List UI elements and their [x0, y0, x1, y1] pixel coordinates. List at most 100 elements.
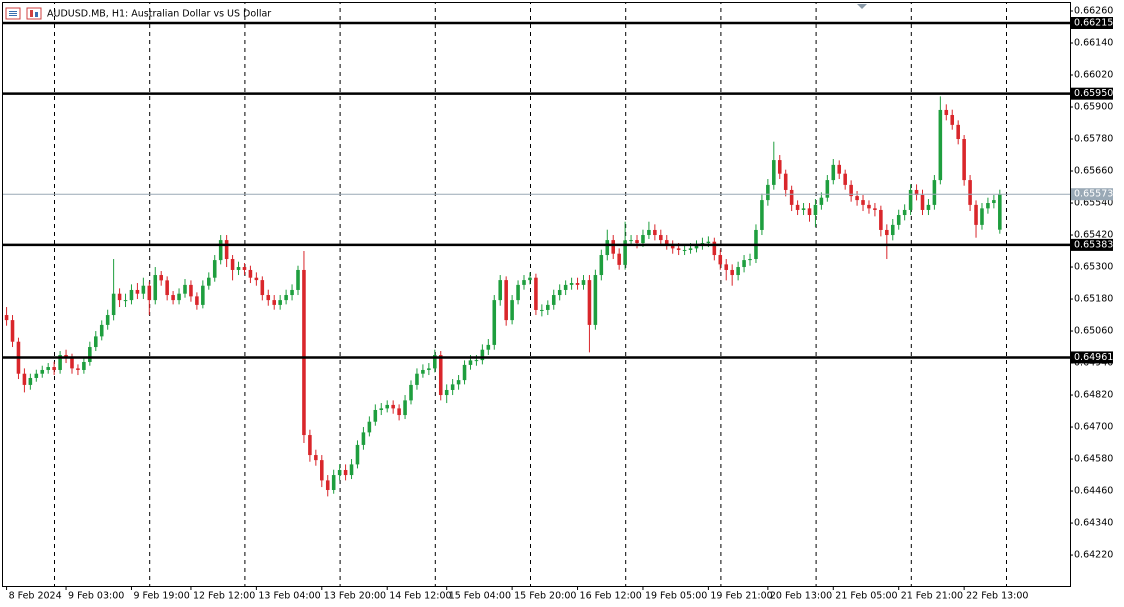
- candle-body: [111, 293, 116, 316]
- candle-body: [349, 464, 354, 476]
- candle-body: [325, 480, 330, 490]
- candle-body: [932, 180, 937, 205]
- y-tick-label: 0.65300: [1074, 262, 1113, 273]
- candle-body: [195, 296, 199, 305]
- chart-title: AUDUSD.MB, H1: Australian Dollar vs US D…: [47, 9, 271, 20]
- candle-body: [569, 283, 574, 285]
- candle-body: [944, 109, 949, 116]
- level-label: 0.65950: [1074, 88, 1113, 99]
- candle-body: [504, 280, 508, 321]
- candle-body: [450, 384, 455, 390]
- candle-body: [670, 244, 675, 249]
- candle-body: [355, 444, 360, 465]
- candle-body: [546, 304, 550, 310]
- candle-body: [207, 277, 211, 286]
- x-tick-label: 8 Feb 2024: [9, 591, 62, 602]
- x-tick-label: 15 Feb 04:00: [449, 591, 511, 602]
- candle-body: [563, 284, 568, 290]
- candle-body: [783, 173, 788, 190]
- candle-body: [397, 408, 401, 416]
- y-tick-label: 0.64220: [1074, 550, 1113, 561]
- candle-body: [385, 404, 389, 409]
- x-tick-label: 21 Feb 21:00: [901, 591, 963, 602]
- candle-body: [492, 300, 497, 345]
- candle-body: [129, 289, 134, 301]
- candle-body: [46, 367, 50, 370]
- candle-body: [772, 160, 776, 185]
- candle-body: [629, 240, 633, 242]
- candle-body: [653, 229, 657, 236]
- candle-body: [266, 295, 271, 301]
- candle-body: [141, 285, 146, 294]
- candle-body: [415, 373, 419, 385]
- candle-body: [290, 289, 294, 296]
- candle-body: [766, 184, 770, 201]
- candle-body: [99, 324, 104, 337]
- candle-body: [986, 203, 990, 209]
- candle-body: [284, 295, 288, 301]
- candle-body: [968, 180, 972, 205]
- y-tick-label: 0.64340: [1074, 518, 1113, 529]
- candle-body: [914, 189, 919, 196]
- candle-body: [908, 189, 913, 210]
- candle-body: [617, 253, 621, 265]
- candle-body: [831, 164, 836, 181]
- candle-body: [438, 355, 443, 396]
- x-tick-label: 13 Feb 04:00: [258, 591, 320, 602]
- y-tick-label: 0.64580: [1074, 454, 1113, 465]
- candle-body: [813, 204, 818, 216]
- candle-body: [201, 285, 205, 305]
- candle-body: [557, 289, 562, 296]
- candle-body: [456, 380, 461, 385]
- y-tick-label: 0.65660: [1074, 166, 1113, 177]
- candle-body: [361, 432, 366, 445]
- candle-body: [682, 249, 687, 251]
- candle-body: [920, 195, 925, 210]
- current-price-box: [1071, 188, 1113, 201]
- candle-body: [724, 264, 729, 270]
- candle-body: [4, 315, 9, 321]
- title-icons: [5, 7, 42, 20]
- candle-body: [896, 215, 901, 225]
- candle-body: [540, 309, 544, 311]
- y-tick-label: 0.65900: [1074, 102, 1113, 113]
- candle-body: [807, 208, 812, 216]
- level-box: [1071, 238, 1113, 251]
- shift-marker: [857, 4, 867, 9]
- candle-body: [748, 259, 752, 261]
- x-tick-label: 9 Feb 19:00: [133, 591, 189, 602]
- candle-body: [926, 204, 931, 210]
- candle-body: [272, 300, 276, 305]
- candle-body: [688, 248, 693, 250]
- y-tick-label: 0.66140: [1074, 38, 1113, 49]
- candle-body: [879, 209, 883, 230]
- candle-body: [801, 208, 806, 210]
- candle-body: [510, 300, 514, 321]
- candle-body: [730, 269, 734, 276]
- candle-body: [236, 267, 241, 270]
- candle-body: [189, 284, 193, 297]
- candle-body: [343, 469, 348, 476]
- candle-body: [373, 409, 378, 422]
- candle-body: [736, 267, 740, 276]
- x-tick-label: 15 Feb 20:00: [514, 591, 576, 602]
- candle-body: [105, 315, 110, 325]
- candle-body: [742, 260, 746, 268]
- candle-body: [159, 275, 163, 281]
- candle-body: [331, 475, 336, 490]
- x-tick-label: 9 Feb 03:00: [68, 591, 124, 602]
- x-tick-label: 21 Feb 05:00: [835, 591, 897, 602]
- candle-body: [635, 240, 639, 244]
- candle-body: [873, 208, 877, 210]
- candle-body: [528, 277, 532, 281]
- level-label: 0.64961: [1074, 352, 1113, 363]
- candle-body: [302, 269, 306, 436]
- candle-body: [70, 357, 74, 369]
- candle-body: [694, 244, 699, 249]
- candle-body: [992, 200, 996, 204]
- candle-body: [474, 360, 479, 362]
- candle-body: [224, 240, 229, 260]
- candle-body: [825, 180, 830, 198]
